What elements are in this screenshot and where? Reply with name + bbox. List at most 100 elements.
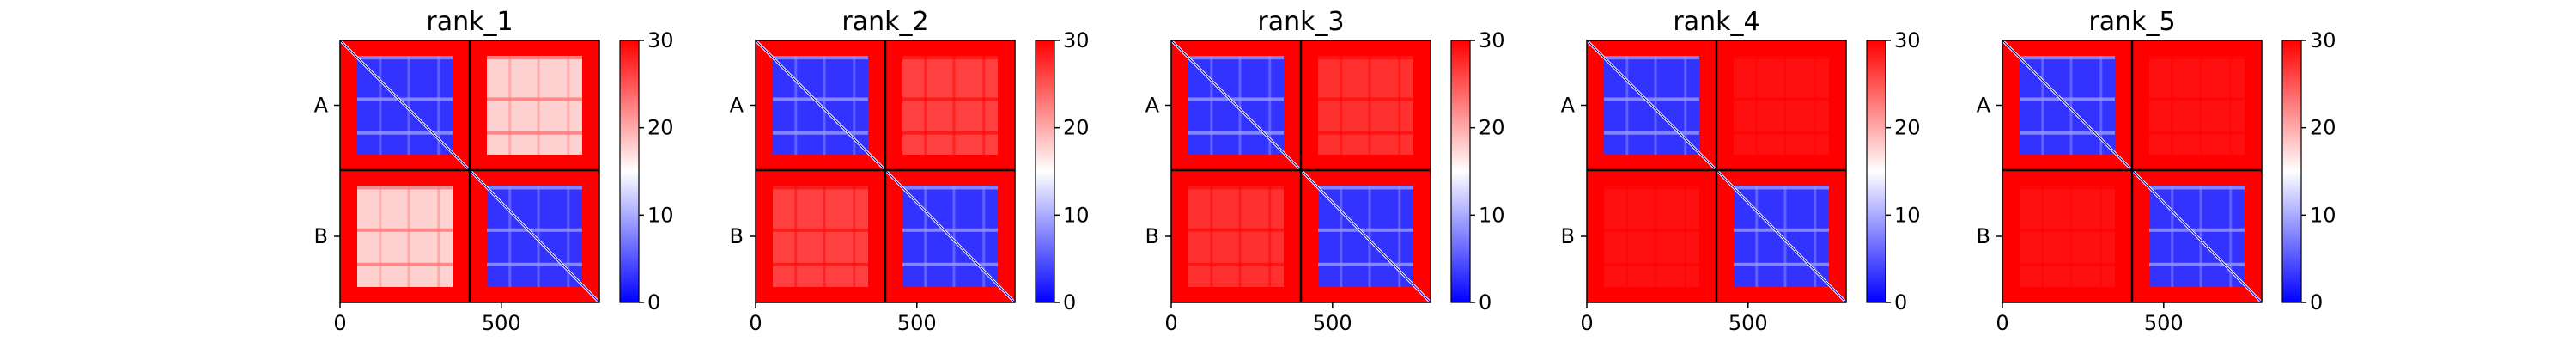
loop-stripe [1734,97,1829,101]
loop-stripe [567,186,570,287]
inter-chain-block [2020,186,2115,287]
loop-stripe [1368,186,1371,287]
loop-stripe [1783,186,1787,287]
loop-stripe [2149,56,2245,60]
loop-stripe [2229,186,2233,287]
panel-title: rank_5 [2088,7,2175,37]
loop-stripe [379,186,382,287]
domain-region [357,186,453,287]
loop-stripe [567,56,570,155]
loop-stripe [773,131,868,135]
loop-stripe [1238,186,1242,287]
loop-stripe [2199,56,2202,155]
loop-stripe [407,186,410,287]
inter-chain-block [1318,56,1413,155]
intra-chain-block [1171,40,1303,172]
y-tick-label: B [1561,224,1575,248]
x-tick-label: 500 [2144,311,2184,335]
loop-stripe [1783,56,1787,155]
loop-stripe [2149,97,2245,101]
loop-stripe [2069,186,2073,287]
x-tick-label: 500 [1728,311,1768,335]
intra-chain-block [2130,168,2262,302]
loop-stripe [1604,186,1699,190]
inter-chain-block [773,186,868,287]
loop-stripe [1625,56,1629,155]
loop-stripe [902,186,998,190]
y-tick-label: A [730,94,744,118]
inter-chain-block [902,56,998,155]
colorbar-tick-label: 0 [2310,290,2323,314]
loop-stripe [773,97,868,101]
loop-stripe [924,56,927,155]
loop-stripe [2020,56,2115,60]
inter-chain-block [1734,56,1829,155]
colorbar-gradient [1035,40,1055,303]
colorbar: 0 10 20 30 [1450,28,1505,314]
loop-stripe [1734,186,1829,190]
loop-stripe [773,186,868,190]
loop-stripe [1238,56,1242,155]
loop-stripe [1398,56,1401,155]
loop-stripe [1268,186,1272,287]
x-tick-label: 0 [1996,311,2008,335]
intra-chain-block [1587,40,1718,172]
panel-rank-2: rank_2 0 500 A B 0 10 20 30 [730,7,1090,335]
diagonal-line [884,169,1015,302]
colorbar-tick-label: 30 [2310,28,2336,52]
colorbar-tick-label: 20 [647,116,674,140]
loop-stripe [379,56,382,155]
diagonal-line [2002,40,2133,171]
loop-stripe [508,56,512,155]
loop-stripe [537,56,540,155]
loop-stripe [952,56,956,155]
loop-stripe [2149,186,2245,190]
panel-title: rank_1 [426,7,513,37]
loop-stripe [437,186,440,287]
intra-chain-block [884,168,1015,302]
loop-stripe [2171,56,2174,155]
loop-stripe [1755,56,1759,155]
loop-stripe [487,131,582,135]
loop-stripe [487,186,582,190]
colorbar-tick-label: 10 [2310,203,2336,227]
loop-stripe [1318,186,1413,190]
inter-chain-block [1604,186,1699,287]
x-tick-label: 500 [1313,311,1352,335]
loop-stripe [1318,56,1413,60]
y-tick-label: B [1145,224,1159,248]
loop-stripe [1188,228,1284,232]
loop-stripe [2020,228,2115,232]
loop-stripe [487,56,582,60]
intra-chain-block [340,40,471,172]
loop-stripe [902,131,998,135]
colorbar-tick-label: 30 [1063,28,1090,52]
loop-stripe [823,56,826,155]
loop-stripe [1734,262,1829,266]
intra-chain-block [756,40,887,172]
loop-stripe [1625,186,1629,287]
loop-stripe [952,186,956,287]
panel-rank-1: rank_1 0 500 A B 0 10 20 30 [314,7,674,335]
loop-stripe [1604,262,1699,266]
inter-chain-block [487,56,582,155]
colorbar-tick-label: 0 [1479,290,1492,314]
diagonal-line [756,40,886,171]
loop-stripe [1398,186,1401,287]
intra-chain-block [1299,168,1431,302]
loop-stripe [1654,56,1657,155]
colorbar-tick-label: 20 [1894,116,1921,140]
colorbar-tick-label: 30 [647,28,674,52]
colorbar-tick-label: 10 [1894,203,1921,227]
colorbar-tick-label: 0 [1063,290,1076,314]
panel-title: rank_3 [1257,7,1344,37]
colorbar-gradient [619,40,640,303]
loop-stripe [2099,186,2103,287]
loop-stripe [2020,97,2115,101]
inter-chain-block [2149,56,2245,155]
x-tick-label: 500 [482,311,521,335]
domain-region [1318,56,1413,155]
y-tick-label: A [1561,94,1576,118]
loop-stripe [357,228,453,232]
